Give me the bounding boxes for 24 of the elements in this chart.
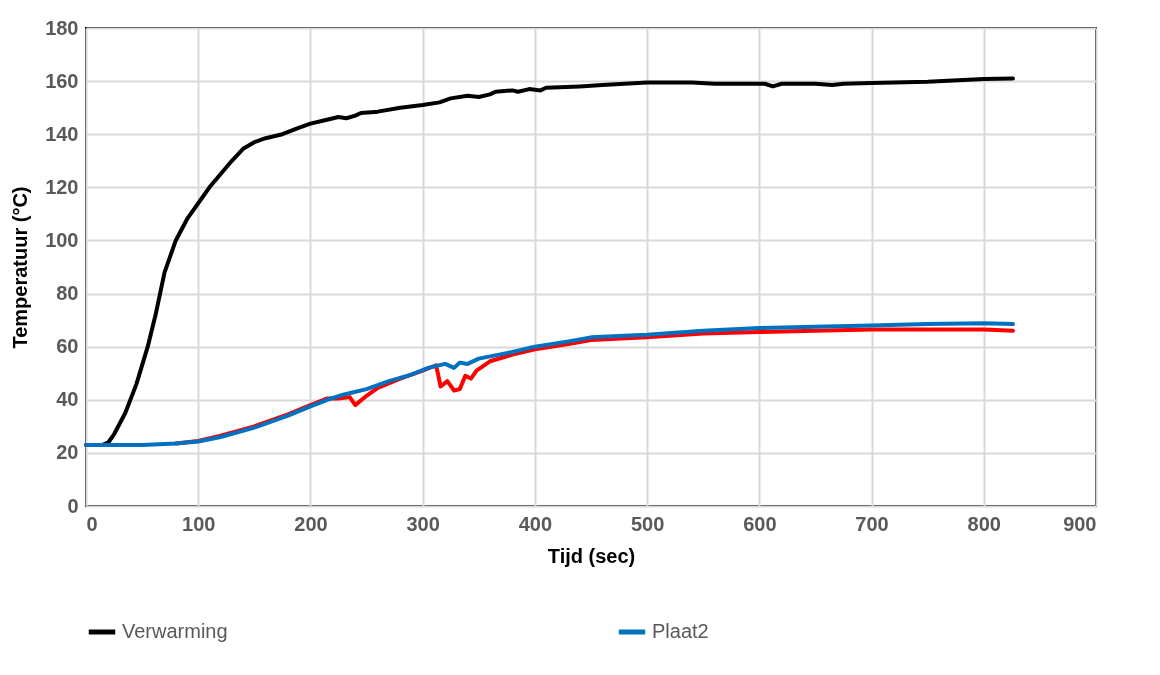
y-tick-label: 20 [56, 441, 79, 464]
y-tick-label: 100 [45, 228, 79, 251]
x-tick-label: 800 [967, 512, 1001, 535]
y-tick-label: 120 [45, 175, 79, 198]
x-tick-label: 600 [743, 512, 777, 535]
y-tick-label: 40 [56, 388, 79, 411]
x-tick-label: 100 [182, 512, 216, 535]
y-tick-label: 160 [45, 69, 79, 92]
x-tick-label: 200 [294, 512, 328, 535]
x-tick-label: 300 [406, 512, 440, 535]
x-tick-label: 700 [855, 512, 889, 535]
x-tick-label: 900 [1063, 512, 1097, 535]
y-tick-label: 80 [56, 282, 79, 305]
legend-label: Plaat2 [652, 620, 709, 642]
x-tick-label: 0 [86, 512, 98, 535]
x-tick-label: 500 [630, 512, 665, 535]
y-tick-label: 60 [56, 335, 79, 358]
y-axis-title: Temperatuur (°C) [9, 186, 32, 349]
y-tick-label: 140 [45, 122, 79, 145]
y-tick-label: 180 [45, 16, 79, 39]
legend-label: Verwarming [122, 620, 228, 642]
x-axis-title: Tijd (sec) [547, 544, 636, 567]
y-tick-label: 0 [67, 494, 79, 517]
x-tick-label: 400 [518, 512, 553, 535]
